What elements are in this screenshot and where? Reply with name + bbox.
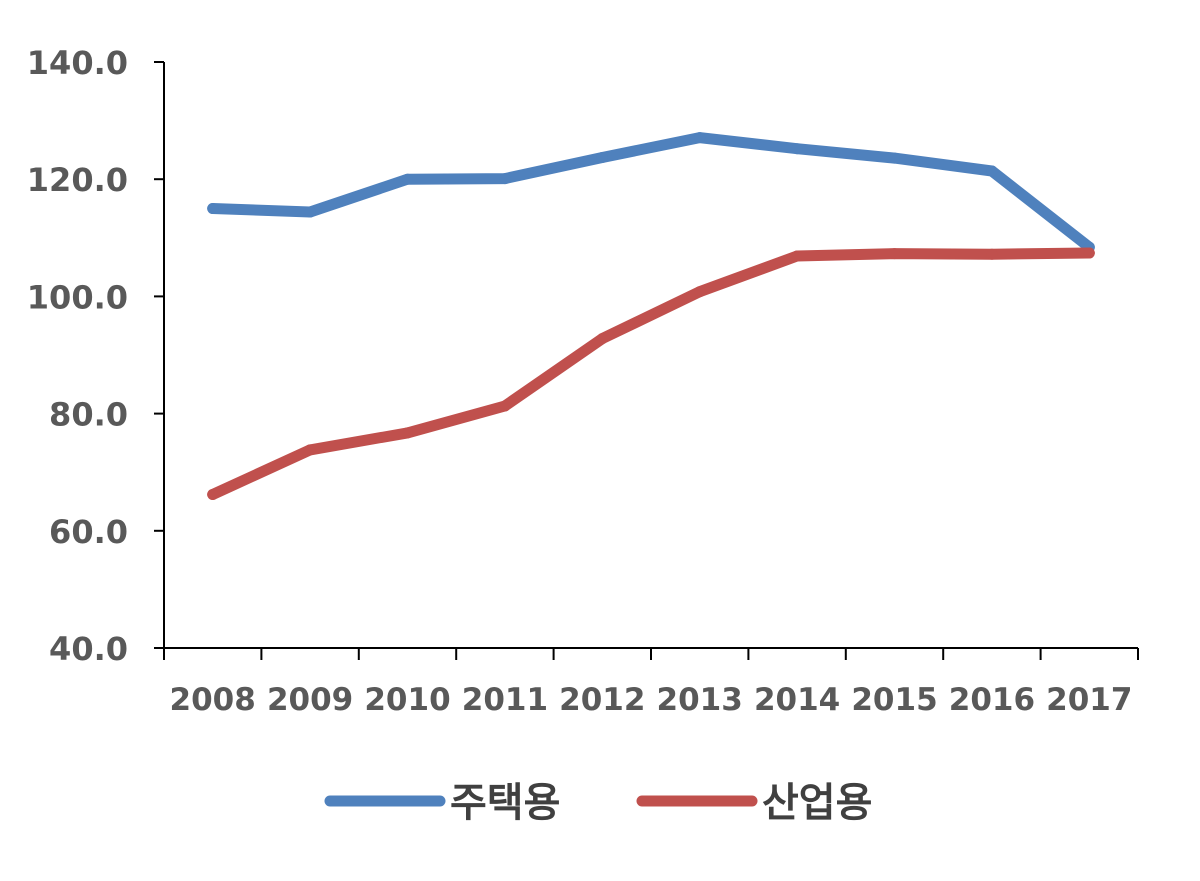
x-tick-label: 2008	[170, 682, 256, 718]
x-tick-label: 2017	[1046, 682, 1132, 718]
series-lines	[207, 132, 1095, 500]
x-tick-label: 2015	[851, 682, 937, 718]
x-tick-label: 2011	[462, 682, 548, 718]
y-tick-label: 60.0	[49, 513, 128, 551]
data-point	[304, 206, 316, 218]
y-tick-label: 120.0	[27, 161, 128, 199]
data-point	[304, 444, 316, 456]
legend-label: 주택용	[450, 780, 560, 826]
x-tick-label: 2010	[364, 682, 450, 718]
data-point	[499, 400, 511, 412]
y-tick-label: 80.0	[49, 396, 128, 434]
series-line-0	[207, 132, 1095, 253]
data-point	[889, 152, 900, 164]
data-point	[694, 132, 706, 144]
data-point	[791, 250, 803, 262]
x-tick-label: 2014	[754, 682, 840, 718]
data-point	[791, 143, 803, 155]
data-point	[694, 286, 706, 298]
data-point	[889, 248, 900, 260]
y-tick-label: 140.0	[27, 44, 128, 82]
data-point	[207, 489, 219, 500]
data-point	[986, 248, 998, 260]
data-point	[499, 173, 511, 185]
series-line-1	[207, 247, 1095, 500]
x-axis-ticks: 2008 2009 2010 2011 2012 2013 2014 2015 2016 2017	[163, 648, 1139, 718]
x-tick-label: 2013	[657, 682, 743, 718]
legend: 주택용 산업용	[324, 780, 872, 826]
y-axis-ticks: 40.0 60.0 80.0 100.0 120.0 140.0	[27, 44, 164, 668]
data-point	[402, 173, 413, 185]
data-point	[207, 203, 219, 214]
legend-label: 산업용	[762, 780, 872, 826]
x-tick-label: 2009	[267, 682, 353, 718]
y-tick-label: 100.0	[27, 278, 128, 316]
data-point	[986, 165, 998, 177]
data-point	[402, 427, 413, 439]
data-point	[596, 152, 608, 163]
data-point	[1083, 247, 1095, 259]
y-tick-label: 40.0	[49, 630, 128, 668]
data-point	[596, 333, 608, 345]
x-tick-label: 2012	[559, 682, 645, 718]
x-tick-label: 2016	[949, 682, 1035, 718]
